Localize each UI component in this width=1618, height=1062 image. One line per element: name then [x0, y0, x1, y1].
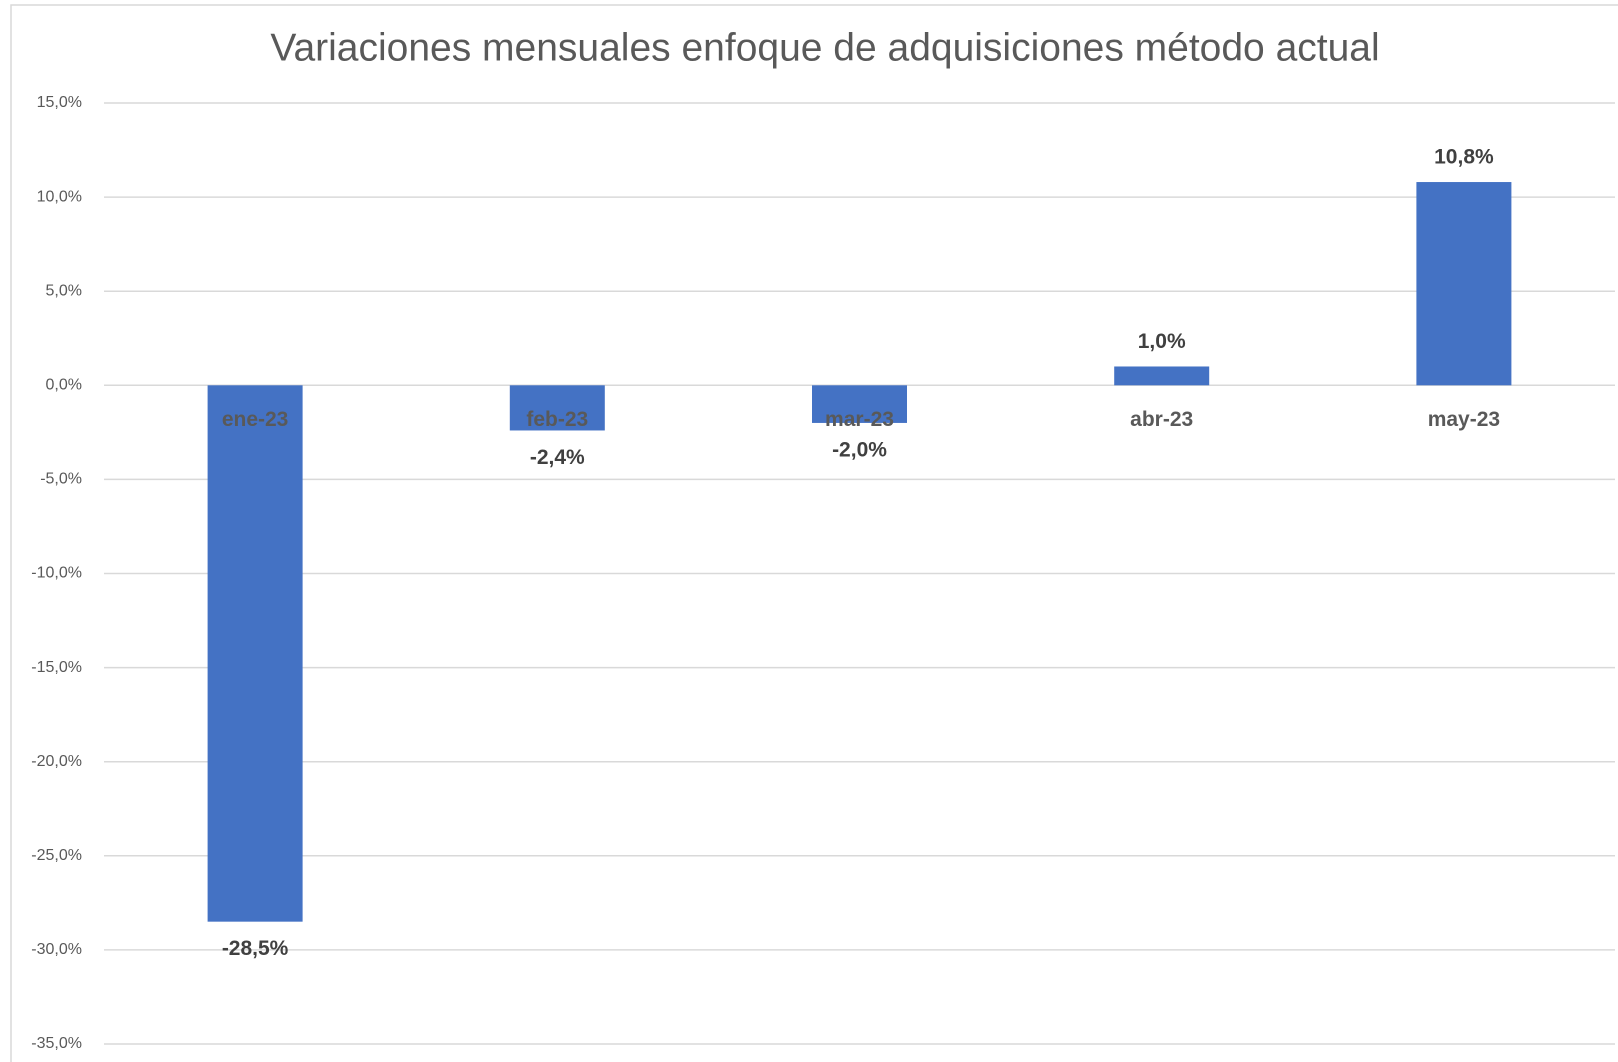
y-tick-label: 15,0%: [37, 94, 82, 111]
data-label: 1,0%: [1138, 330, 1186, 353]
y-tick-label: -10,0%: [31, 565, 82, 582]
bar: [207, 385, 303, 922]
y-tick-label: 0,0%: [46, 377, 82, 394]
x-tick-label: ene-23: [222, 408, 289, 431]
y-tick-label: -35,0%: [31, 1035, 82, 1052]
data-label: -2,4%: [530, 446, 585, 469]
chart-title: Variaciones mensuales enfoque de adquisi…: [270, 26, 1379, 69]
y-tick-label: -5,0%: [40, 471, 82, 488]
data-label: 10,8%: [1434, 146, 1494, 169]
data-label: -28,5%: [222, 937, 289, 960]
x-tick-label: may-23: [1428, 408, 1500, 431]
y-tick-label: -30,0%: [31, 941, 82, 958]
x-tick-label: feb-23: [526, 408, 588, 431]
bar: [812, 385, 907, 423]
y-tick-label: 5,0%: [46, 282, 82, 299]
y-tick-label: -20,0%: [31, 753, 82, 770]
bar: [1114, 366, 1210, 386]
x-tick-label: abr-23: [1130, 408, 1193, 431]
y-tick-label: -15,0%: [31, 659, 82, 676]
data-label: -2,0%: [832, 438, 887, 461]
bar: [1416, 182, 1512, 386]
x-tick-label: mar-23: [825, 408, 894, 431]
bar: [509, 385, 605, 431]
y-tick-label: 10,0%: [37, 188, 82, 205]
y-tick-label: -25,0%: [31, 847, 82, 864]
